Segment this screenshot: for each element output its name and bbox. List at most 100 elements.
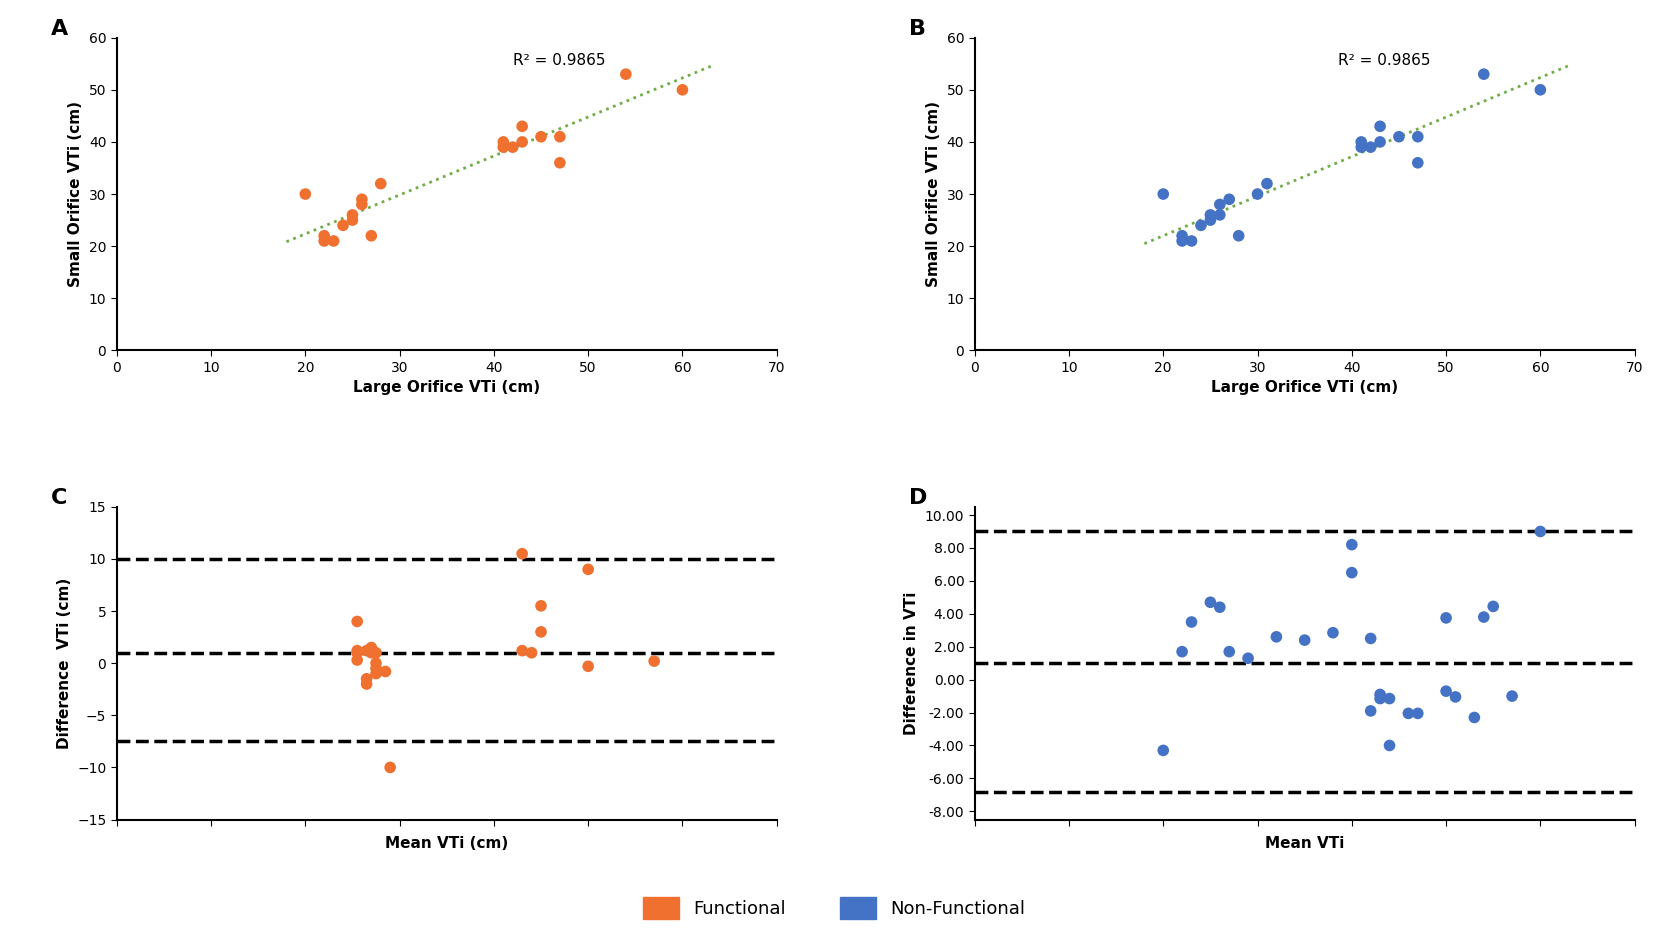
Point: [310, 228, 337, 243]
Point: [527, 129, 554, 144]
Point: [349, 197, 375, 212]
Point: [1376, 691, 1403, 706]
Point: [1471, 609, 1498, 625]
Point: [1338, 537, 1364, 552]
Point: [1366, 119, 1393, 134]
Point: [377, 760, 404, 775]
Point: [641, 654, 667, 669]
X-axis label: Large Orifice VTi (cm): Large Orifice VTi (cm): [354, 381, 540, 396]
Point: [330, 218, 357, 233]
Text: B: B: [909, 19, 926, 39]
Point: [362, 645, 389, 660]
Point: [1234, 651, 1261, 666]
Point: [1500, 689, 1526, 704]
Point: [1461, 710, 1488, 725]
Point: [362, 656, 389, 671]
Point: [1198, 207, 1224, 222]
Point: [1358, 139, 1384, 154]
Point: [1188, 218, 1214, 233]
Point: [339, 213, 365, 228]
Point: [575, 561, 602, 577]
Point: [509, 135, 535, 150]
Point: [1178, 234, 1204, 249]
X-axis label: Mean VTi (cm): Mean VTi (cm): [385, 836, 509, 851]
Point: [354, 672, 380, 687]
Point: [292, 187, 319, 202]
Point: [1216, 644, 1243, 659]
Point: [1348, 139, 1374, 154]
Point: [612, 67, 639, 82]
Point: [1169, 228, 1196, 243]
Point: [1526, 82, 1553, 97]
Point: [1433, 610, 1460, 625]
Point: [1206, 600, 1233, 615]
Point: [519, 645, 545, 660]
Point: [344, 653, 370, 668]
Point: [527, 625, 554, 640]
Point: [1480, 599, 1506, 614]
Point: [1206, 197, 1233, 212]
Point: [1404, 706, 1431, 721]
Point: [354, 676, 380, 691]
Point: [1169, 234, 1196, 249]
Y-axis label: Difference in VTi: Difference in VTi: [904, 592, 919, 735]
Point: [547, 155, 574, 171]
Point: [509, 546, 535, 561]
Point: [499, 139, 525, 154]
Point: [359, 645, 385, 660]
Y-axis label: Small Orifice VTi (cm): Small Orifice VTi (cm): [926, 101, 941, 287]
Point: [1149, 187, 1176, 202]
Point: [1169, 644, 1196, 659]
Point: [1443, 690, 1470, 705]
Point: [1433, 684, 1460, 699]
X-axis label: Large Orifice VTi (cm): Large Orifice VTi (cm): [1211, 381, 1398, 396]
Point: [1226, 228, 1253, 243]
Point: [1366, 691, 1393, 706]
Point: [1178, 614, 1204, 629]
Text: D: D: [909, 488, 927, 508]
Point: [1244, 187, 1271, 202]
Point: [1263, 629, 1289, 644]
Point: [1216, 192, 1243, 207]
Text: A: A: [50, 19, 68, 39]
Point: [310, 234, 337, 249]
Point: [1366, 687, 1393, 702]
Point: [349, 192, 375, 207]
Point: [344, 614, 370, 629]
Point: [372, 664, 399, 679]
Point: [490, 139, 517, 154]
Point: [344, 645, 370, 660]
Point: [1358, 631, 1384, 646]
Point: [1526, 524, 1553, 539]
Point: [1198, 213, 1224, 228]
Text: R² = 0.9865: R² = 0.9865: [512, 54, 605, 69]
Point: [1471, 67, 1498, 82]
Point: [1319, 625, 1346, 641]
Point: [1338, 565, 1364, 580]
Point: [669, 82, 696, 97]
Point: [320, 234, 347, 249]
Point: [547, 129, 574, 144]
Point: [1394, 706, 1421, 721]
Point: [1404, 129, 1431, 144]
Legend: Functional, Non-Functional: Functional, Non-Functional: [634, 888, 1034, 928]
Point: [359, 228, 385, 243]
Point: [1348, 135, 1374, 150]
Point: [490, 135, 517, 150]
Point: [1376, 738, 1403, 753]
X-axis label: Mean VTi: Mean VTi: [1264, 836, 1344, 851]
Point: [527, 598, 554, 613]
Point: [1291, 633, 1318, 648]
Point: [362, 666, 389, 681]
Point: [1206, 207, 1233, 222]
Point: [575, 658, 602, 674]
Point: [1254, 176, 1281, 191]
Point: [1358, 704, 1384, 719]
Point: [339, 207, 365, 222]
Text: R² = 0.9865: R² = 0.9865: [1338, 54, 1429, 69]
Point: [1198, 594, 1224, 609]
Point: [509, 643, 535, 658]
Point: [359, 640, 385, 655]
Y-axis label: Small Orifice VTi (cm): Small Orifice VTi (cm): [68, 101, 83, 287]
Y-axis label: Difference  VTi (cm): Difference VTi (cm): [57, 577, 72, 749]
